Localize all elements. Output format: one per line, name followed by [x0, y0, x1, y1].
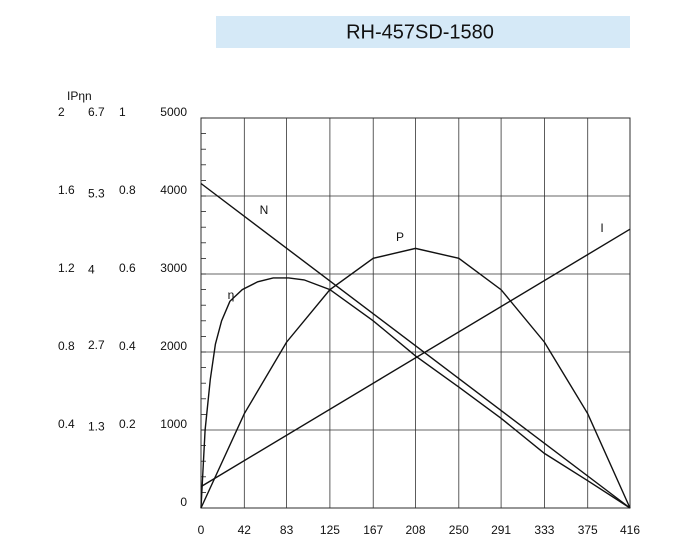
x-tick-label: 375 — [578, 523, 598, 537]
series-line — [200, 228, 631, 488]
x-tick-label: 416 — [620, 523, 640, 537]
y-tick-label: 0.8 — [58, 339, 75, 353]
y-tick-label: 0.4 — [119, 339, 136, 353]
y-tick-label: 3000 — [160, 261, 187, 275]
y-tick-label: 4 — [88, 262, 95, 276]
y-tick-label: 5000 — [160, 105, 187, 119]
x-tick-label: 42 — [238, 523, 252, 537]
x-tick-label: 125 — [320, 523, 340, 537]
x-tick-label: 291 — [491, 523, 511, 537]
series-label: P — [396, 230, 404, 244]
y-tick-label: 6.7 — [88, 105, 105, 119]
y-tick-label: 0.8 — [119, 183, 136, 197]
y-tick-label: 0 — [180, 495, 187, 509]
x-tick-label: 83 — [280, 523, 294, 537]
y-tick-label: 5.3 — [88, 187, 105, 201]
y-tick-label: 4000 — [160, 183, 187, 197]
chart-title: RH-457SD-1580 — [346, 21, 494, 43]
y-tick-label: 1.6 — [58, 183, 75, 197]
y-tick-label: 1.2 — [58, 261, 75, 275]
x-tick-label: 0 — [198, 523, 205, 537]
y-tick-label: 2.7 — [88, 338, 105, 352]
y-tick-label: 1 — [119, 105, 126, 119]
series-label: η — [228, 288, 235, 302]
axis-header: IPηn — [67, 89, 92, 103]
series-line — [200, 277, 631, 509]
series-line — [200, 182, 631, 509]
y-tick-label: 1.3 — [88, 420, 105, 434]
series-label: I — [600, 221, 603, 235]
x-tick-label: 208 — [405, 523, 425, 537]
y-tick-label: 0.2 — [119, 417, 136, 431]
y-tick-label: 1000 — [160, 417, 187, 431]
y-tick-label: 2000 — [160, 339, 187, 353]
y-tick-label: 0.4 — [58, 417, 75, 431]
y-tick-label: 2 — [58, 105, 65, 119]
title-band — [216, 16, 630, 48]
y-tick-label: 0.6 — [119, 261, 136, 275]
series-label: N — [260, 203, 269, 217]
series-line — [200, 247, 631, 509]
x-tick-label: 333 — [534, 523, 554, 537]
x-tick-label: 167 — [363, 523, 383, 537]
x-tick-label: 250 — [449, 523, 469, 537]
